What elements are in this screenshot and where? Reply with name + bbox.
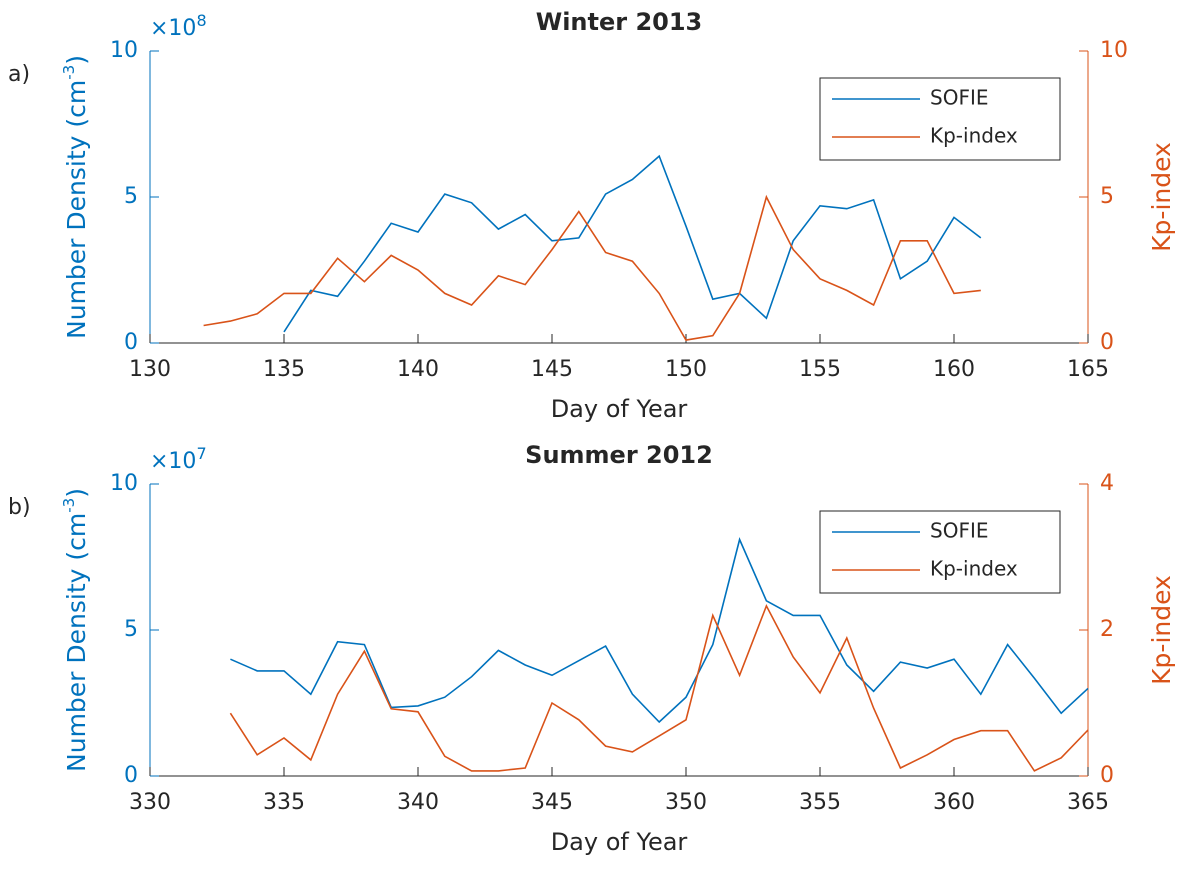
series-line	[203, 194, 981, 341]
x-tick-label: 140	[397, 357, 439, 382]
y2-tick-label: 0	[1100, 763, 1114, 788]
x-tick-label: 135	[263, 357, 305, 382]
legend-label: SOFIE	[930, 519, 988, 543]
series-line	[229, 603, 1089, 772]
y-label-text: Number Density (cm	[62, 513, 91, 772]
y2-axis-label: Kp-index	[1147, 575, 1176, 685]
y2-tick-label: 10	[1100, 38, 1128, 63]
y-label-sup: -3	[60, 65, 78, 80]
x-tick-label: 365	[1067, 790, 1109, 815]
y-exponent: ×108	[150, 11, 207, 42]
x-tick-label: 330	[129, 790, 171, 815]
y-label-sup: -3	[60, 498, 78, 513]
legend-label: SOFIE	[930, 86, 988, 110]
y-axis-label: Number Density (cm-3)	[60, 55, 92, 339]
x-tick-label: 160	[933, 357, 975, 382]
x-tick-label: 130	[129, 357, 171, 382]
series-line	[283, 154, 982, 333]
y-label-end: )	[62, 488, 91, 498]
x-tick-label: 155	[799, 357, 841, 382]
x-tick-label: 145	[531, 357, 573, 382]
y2-tick-label: 5	[1100, 184, 1114, 209]
y-label-end: )	[62, 55, 91, 65]
exponent-power: 7	[196, 444, 206, 463]
y-exponent: ×107	[150, 444, 207, 475]
x-tick-label: 355	[799, 790, 841, 815]
y2-tick-label: 2	[1100, 617, 1114, 642]
y-tick-label: 5	[124, 617, 138, 642]
legend-box	[819, 77, 1061, 161]
x-tick-label: 335	[263, 790, 305, 815]
y-tick-label: 0	[124, 763, 138, 788]
x-tick-label: 165	[1067, 357, 1109, 382]
y-axis-label: Number Density (cm-3)	[60, 488, 92, 772]
panel-label: a)	[8, 62, 30, 87]
y-tick-label: 10	[110, 38, 138, 63]
x-axis-label: Day of Year	[551, 395, 688, 423]
x-tick-label: 350	[665, 790, 707, 815]
y2-axis-label: Kp-index	[1147, 142, 1176, 252]
x-tick-label: 150	[665, 357, 707, 382]
panel-label: b)	[8, 495, 31, 520]
exponent-base: ×10	[150, 16, 196, 41]
x-axis-label: Day of Year	[551, 828, 688, 856]
chart-title: Winter 2013	[536, 8, 703, 36]
y2-tick-label: 0	[1100, 330, 1114, 355]
y-label-text: Number Density (cm	[62, 80, 91, 339]
y-tick-label: 0	[124, 330, 138, 355]
y-tick-label: 10	[110, 471, 138, 496]
legend-label: Kp-index	[930, 124, 1018, 148]
legend-label: Kp-index	[930, 557, 1018, 581]
x-tick-label: 340	[397, 790, 439, 815]
chart-title: Summer 2012	[525, 441, 713, 469]
y2-tick-label: 4	[1100, 471, 1114, 496]
y-tick-label: 5	[124, 184, 138, 209]
exponent-base: ×10	[150, 449, 196, 474]
x-tick-label: 360	[933, 790, 975, 815]
legend-box	[819, 510, 1061, 594]
series-line	[230, 537, 1089, 724]
exponent-power: 8	[196, 11, 206, 30]
x-tick-label: 345	[531, 790, 573, 815]
